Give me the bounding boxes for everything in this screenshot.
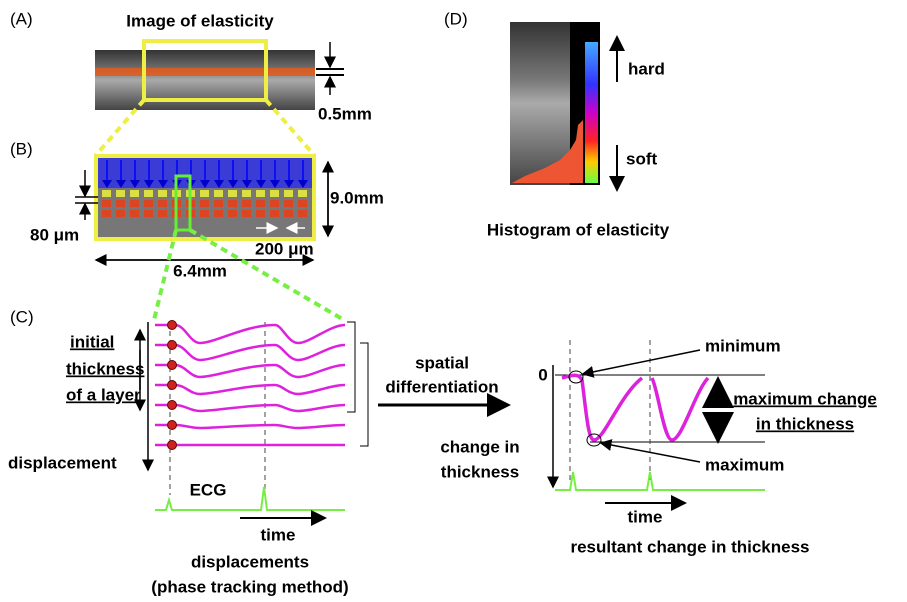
bracket — [360, 343, 368, 446]
change-label: in thickness — [756, 414, 854, 433]
figure: (A) Image of elasticity 0.5mm (B) 9.0mm … — [0, 0, 907, 602]
grid-cell — [284, 210, 293, 217]
axis-label: thickness — [441, 462, 519, 481]
grid-cell — [116, 190, 125, 197]
caption: resultant change in thickness — [570, 537, 809, 556]
grid-cell — [130, 210, 139, 217]
soft-label: soft — [626, 149, 658, 168]
panel-title: Image of elasticity — [126, 11, 274, 30]
grid-cell — [242, 200, 251, 207]
minimum-label: minimum — [705, 336, 781, 355]
grid-cell — [130, 200, 139, 207]
tracking-point — [168, 341, 177, 350]
tracking-point — [168, 361, 177, 370]
height-label: 9.0mm — [330, 188, 384, 207]
layer-text: thickness — [66, 359, 144, 378]
panel-label: (D) — [444, 9, 468, 28]
tracking-point — [168, 321, 177, 330]
zero-label: 0 — [538, 365, 547, 384]
grid-cell — [144, 200, 153, 207]
grid-cell — [228, 210, 237, 217]
tracking-point — [168, 401, 177, 410]
grid-cell — [102, 200, 111, 207]
trace — [155, 325, 345, 343]
panel-label: (B) — [10, 139, 33, 158]
layer-text: of a layer — [66, 385, 141, 404]
grid-cell — [270, 190, 279, 197]
grid-cell — [200, 200, 209, 207]
change-label: maximum change — [733, 389, 877, 408]
grid-cell — [228, 200, 237, 207]
grid-cell — [228, 190, 237, 197]
grid-cell — [242, 190, 251, 197]
layer-label: 80 μm — [30, 225, 79, 244]
width-label: 6.4mm — [173, 261, 227, 280]
grid-cell — [214, 200, 223, 207]
panel-label: (A) — [10, 9, 33, 28]
elasticity-band — [95, 68, 315, 76]
grid-cell — [144, 210, 153, 217]
ecg-label: ECG — [190, 480, 227, 499]
grid-cell — [298, 210, 307, 217]
grid-cell — [130, 190, 139, 197]
grid-cell — [256, 190, 265, 197]
operation-label: spatial — [415, 353, 469, 372]
grid-cell — [256, 210, 265, 217]
grid-cell — [200, 210, 209, 217]
bracket — [347, 322, 355, 412]
arrow — [583, 350, 700, 374]
trace — [155, 425, 345, 428]
axis-label: change in — [440, 437, 519, 456]
trace — [155, 405, 345, 411]
grid-cell — [270, 210, 279, 217]
trace — [155, 385, 345, 394]
tracking-point — [168, 441, 177, 450]
displacement-traces — [155, 321, 345, 450]
panel-label: (C) — [10, 307, 34, 326]
spacing-label: 200 μm — [255, 239, 314, 258]
trace — [155, 365, 345, 377]
layer-text: initial — [70, 332, 114, 351]
grid-cell — [284, 190, 293, 197]
ecg-trace — [555, 472, 765, 490]
grid-cell — [298, 200, 307, 207]
time-label: time — [261, 525, 296, 544]
caption: Histogram of elasticity — [487, 220, 670, 239]
grid-cell — [214, 190, 223, 197]
grid-cell — [144, 190, 153, 197]
grid-cell — [116, 210, 125, 217]
grid-cell — [116, 200, 125, 207]
grid-cell — [284, 200, 293, 207]
grid-cell — [298, 190, 307, 197]
grid-cell — [256, 200, 265, 207]
colorbar — [585, 42, 598, 183]
tracking-point — [168, 381, 177, 390]
axis-label: displacement — [8, 453, 117, 472]
maximum-label: maximum — [705, 455, 784, 474]
time-label: time — [628, 507, 663, 526]
caption: displacements — [191, 552, 309, 571]
operation-label: differentiation — [385, 377, 498, 396]
thickness-trace — [562, 375, 708, 440]
grid-cell — [158, 210, 167, 217]
hard-label: hard — [628, 59, 665, 78]
grid-cell — [200, 190, 209, 197]
caption: (phase tracking method) — [151, 577, 348, 596]
trace — [155, 345, 345, 360]
grid-cell — [158, 200, 167, 207]
grid-cell — [242, 210, 251, 217]
grid-cell — [102, 190, 111, 197]
grid-cell — [214, 210, 223, 217]
grid-cell — [102, 210, 111, 217]
tracking-point — [168, 421, 177, 430]
grid-cell — [270, 200, 279, 207]
grid-cell — [158, 190, 167, 197]
scale-label: 0.5mm — [318, 104, 372, 123]
ecg-trace — [155, 487, 345, 510]
